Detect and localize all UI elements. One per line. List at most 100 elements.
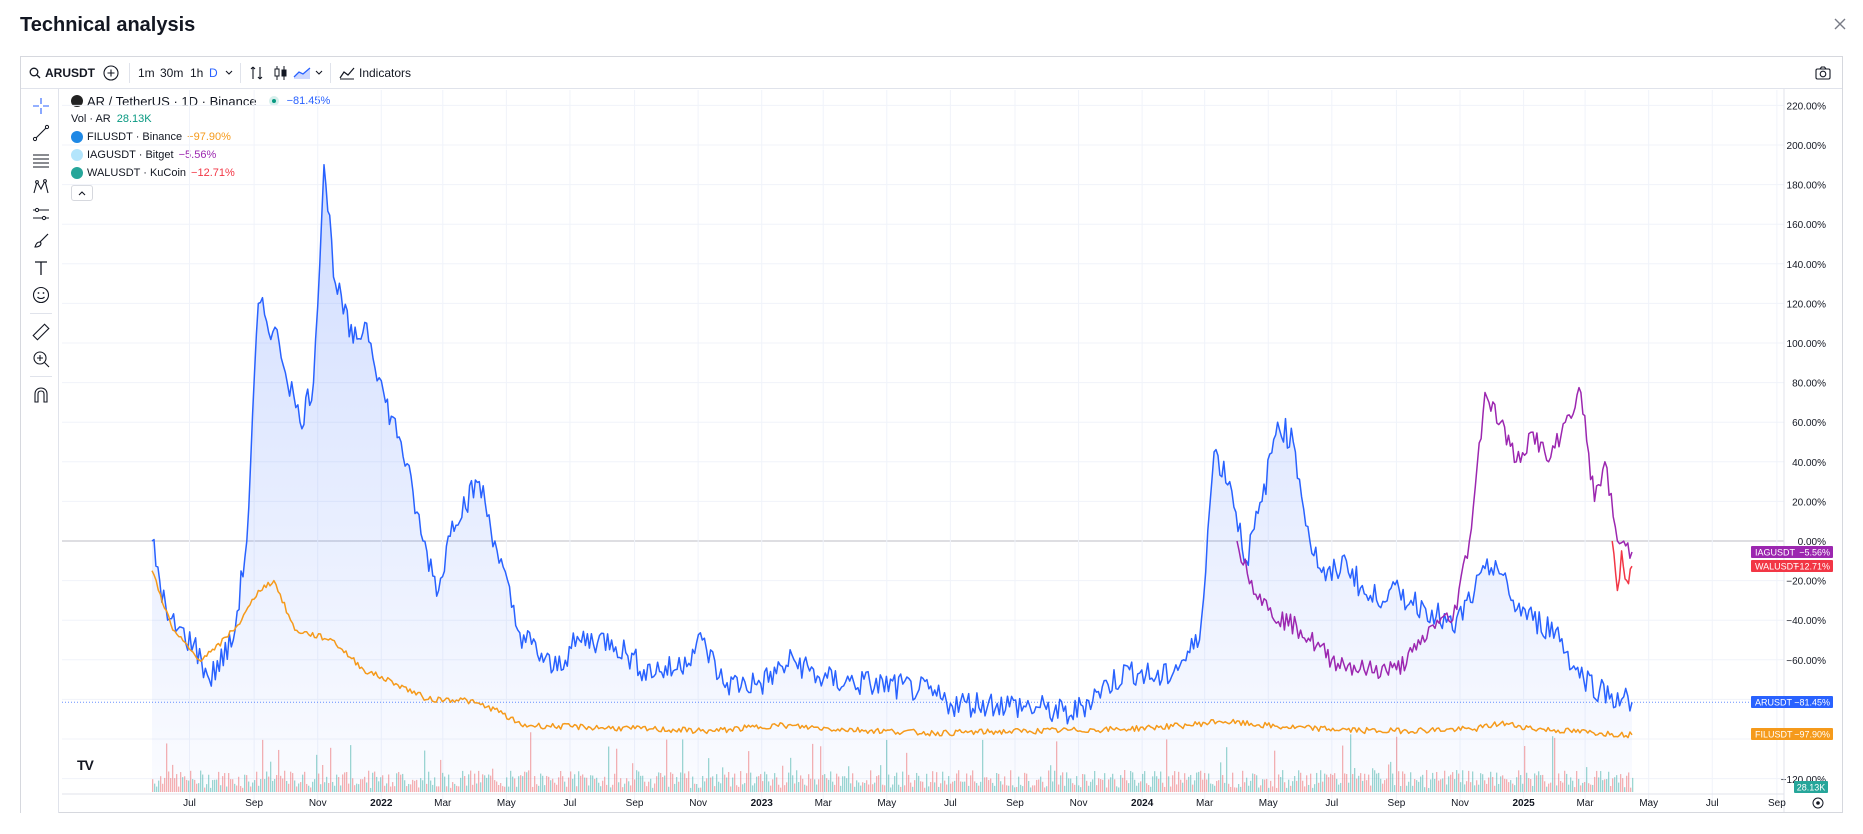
volume-legend[interactable]: Vol · AR 28.13K <box>71 110 330 128</box>
volume-label: Vol · AR <box>71 113 111 125</box>
price-tick-label: −20.00% <box>1786 577 1826 588</box>
legend-collapse-button[interactable] <box>71 185 93 201</box>
time-tick-label: Nov <box>309 798 327 809</box>
series-line-iagusdt <box>1236 386 1633 680</box>
volume-bar <box>1632 777 1634 792</box>
brush-icon <box>34 233 49 248</box>
toolbar-divider <box>240 63 241 83</box>
chart-toolbar: ARUSDT 1m 30m 1h D <box>21 57 1842 89</box>
series-line-arusdt <box>151 164 1633 725</box>
time-tick-label: May <box>1259 798 1278 809</box>
ar-area-fill <box>152 164 1632 793</box>
price-tick-label: 200.00% <box>1787 141 1827 152</box>
tradingview-logo[interactable]: TV <box>77 757 94 773</box>
add-symbol-icon <box>103 64 119 81</box>
volume-badge <box>1794 781 1828 793</box>
compare-legend-fil[interactable]: FILUSDT · Binance −97.90% <box>71 128 330 146</box>
symbol-label: ARUSDT <box>45 65 95 80</box>
close-icon[interactable] <box>1831 15 1849 33</box>
emoji-tool[interactable] <box>31 285 51 305</box>
interval-dropdown[interactable] <box>225 57 233 88</box>
magnet-tool[interactable] <box>31 385 51 405</box>
compare-legend-wal[interactable]: WALUSDT · KuCoin −12.71% <box>71 164 330 182</box>
time-tick-label: Sep <box>1768 798 1786 809</box>
trend-line-tool[interactable] <box>31 123 51 143</box>
price-badge-value: −97.90% <box>1794 730 1830 740</box>
fib-tool[interactable] <box>31 150 51 170</box>
time-tick-label: Sep <box>626 798 644 809</box>
time-tick-label: Sep <box>1388 798 1406 809</box>
time-tick-label: Sep <box>1006 798 1024 809</box>
price-badge-symbol: WALUSDT <box>1755 562 1799 572</box>
price-badge-value: −81.45% <box>1794 698 1830 708</box>
chart-type-area-button[interactable] <box>293 57 311 88</box>
chart-legend: AR / TetherUS · 1D · Binance −81.45% Vol… <box>71 92 330 201</box>
chart-type-candles-button[interactable] <box>273 57 289 88</box>
crosshair-icon <box>33 98 49 114</box>
ruler-tool[interactable] <box>31 322 51 342</box>
price-badge-symbol: FILUSDT <box>1755 730 1793 740</box>
indicators-button[interactable]: Indicators <box>339 57 411 88</box>
market-status-icon <box>268 96 279 106</box>
sort-bars-icon <box>250 66 263 79</box>
forecast-tool[interactable] <box>31 204 51 224</box>
drawing-toolbar <box>21 89 59 813</box>
compare-button[interactable] <box>103 57 119 88</box>
time-tick-label: May <box>1639 798 1658 809</box>
main-series-title: AR / TetherUS · 1D · Binance <box>87 93 257 109</box>
time-tick-label: Jul <box>944 798 957 809</box>
bar-replay-button[interactable] <box>249 57 265 88</box>
camera-icon <box>1815 65 1831 80</box>
time-tick-label: Mar <box>434 798 452 809</box>
chart-type-dropdown[interactable] <box>315 57 323 88</box>
chevron-down-icon <box>315 70 323 75</box>
interval-1d[interactable]: D <box>209 65 218 80</box>
ruler-icon <box>32 323 50 341</box>
price-tick-label: 20.00% <box>1792 497 1826 508</box>
pattern-tool[interactable] <box>31 177 51 197</box>
price-badge <box>1751 696 1833 708</box>
compare-change: −97.90% <box>187 131 231 143</box>
interval-30m[interactable]: 30m <box>160 65 184 80</box>
time-tick-label: 2024 <box>1131 798 1154 809</box>
price-badge-value: −12.71% <box>1794 562 1830 572</box>
interval-1h[interactable]: 1h <box>190 65 204 80</box>
iag-coin-icon <box>71 149 83 161</box>
time-tick-label: May <box>877 798 896 809</box>
price-badge-value: −5.56% <box>1799 548 1830 558</box>
main-series-legend[interactable]: AR / TetherUS · 1D · Binance −81.45% <box>71 92 330 110</box>
text-tool[interactable] <box>31 258 51 278</box>
price-tick-label: 100.00% <box>1787 339 1827 350</box>
time-tick-label: Nov <box>1451 798 1469 809</box>
interval-1m[interactable]: 1m <box>138 65 155 80</box>
chevron-down-icon <box>225 70 233 75</box>
time-tick-label: Sep <box>245 798 263 809</box>
time-tick-label: Jul <box>183 798 196 809</box>
compare-legend-iag[interactable]: IAGUSDT · Bitget −5.56% <box>71 146 330 164</box>
time-tick-label: Mar <box>1576 798 1594 809</box>
snapshot-button[interactable] <box>1815 57 1831 88</box>
time-tick-label: 2023 <box>751 798 774 809</box>
tools-divider <box>30 313 52 314</box>
crosshair-tool[interactable] <box>31 96 51 116</box>
compare-name: WALUSDT · KuCoin <box>87 167 187 179</box>
volume-badge-value: 28.13K <box>1797 783 1826 793</box>
zoom-tool[interactable] <box>31 349 51 369</box>
compare-name: FILUSDT · Binance <box>87 131 183 143</box>
price-axis: 220.00% 200.00% 180.00% 160.00% 140.00% 120.0… <box>1781 88 1826 812</box>
time-tick-label: Nov <box>689 798 707 809</box>
time-axis: Jul Sep Nov 2022 Mar May Jul Sep Nov 2023 Mar May Ju… <box>62 793 1824 809</box>
price-tick-label: 60.00% <box>1792 418 1826 429</box>
time-tick-label: Jul <box>1706 798 1719 809</box>
symbol-search[interactable]: ARUSDT <box>29 57 95 88</box>
price-badge-symbol: IAGUSDT <box>1755 548 1796 558</box>
price-badge <box>1751 728 1833 740</box>
toolbar-divider <box>330 63 331 83</box>
time-tick-label: Mar <box>815 798 833 809</box>
compare-change: −12.71% <box>191 167 235 179</box>
price-badges: ARUSDT −81.45% FILUSDT −97.90% IAGUSDT −5.56%… <box>1751 546 1833 793</box>
zoom-in-icon <box>33 351 50 368</box>
brush-tool[interactable] <box>31 231 51 251</box>
